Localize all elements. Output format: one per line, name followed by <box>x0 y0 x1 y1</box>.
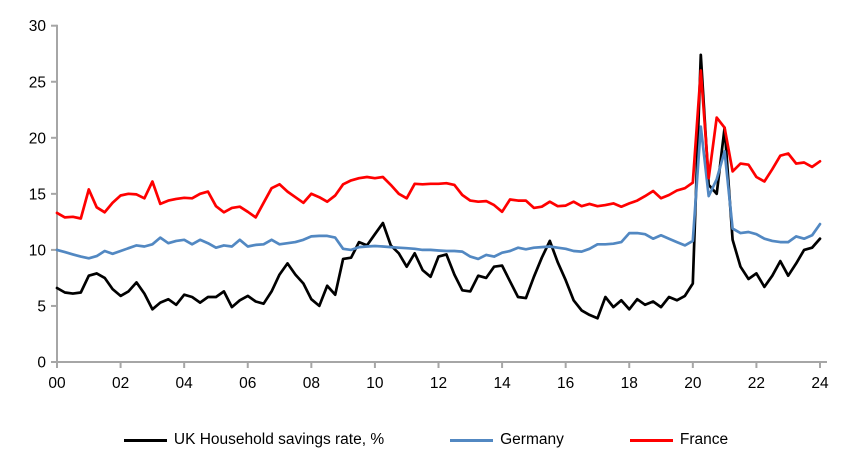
x-tick-label: 00 <box>48 375 66 392</box>
savings-rate-line-chart: 0 5 10 15 20 25 30 00 02 04 06 08 10 12 14 16 18 20 22 24 <box>29 18 829 392</box>
legend-label-france: France <box>679 431 729 448</box>
x-tick-label: 10 <box>366 375 384 392</box>
legend-label-germany: Germany <box>500 431 564 448</box>
x-tick-label: 06 <box>239 375 256 392</box>
x-tick-label: 20 <box>684 375 702 392</box>
x-tick-label: 14 <box>493 375 511 392</box>
series-line-0 <box>55 53 822 320</box>
y-tick-label: 5 <box>37 298 46 315</box>
germany-line-swatch <box>450 438 494 442</box>
y-tick-label: 0 <box>37 355 46 372</box>
x-tick-label: 16 <box>557 375 574 392</box>
series-line-2 <box>55 69 822 220</box>
france-line-swatch <box>629 438 673 442</box>
legend-label-uk: UK Household savings rate, % <box>173 431 385 448</box>
y-tick-label: 15 <box>29 186 46 203</box>
chart-legend: UK Household savings rate, % Germany Fra… <box>0 418 852 462</box>
series-line-1 <box>55 125 822 261</box>
y-tick-label: 30 <box>29 18 47 35</box>
y-tick-label: 25 <box>29 74 46 91</box>
x-tick-label: 12 <box>430 375 447 392</box>
y-tick-label: 20 <box>29 130 47 147</box>
x-tick-label: 08 <box>303 375 320 392</box>
uk-line-swatch <box>123 438 167 442</box>
x-tick-label: 02 <box>112 375 129 392</box>
x-tick-label: 22 <box>748 375 765 392</box>
legend-item-germany: Germany <box>450 431 564 449</box>
x-tick-label: 24 <box>811 375 829 392</box>
x-tick-label: 18 <box>621 375 638 392</box>
x-tick-label: 04 <box>176 375 194 392</box>
y-tick-label: 10 <box>29 242 47 259</box>
legend-item-uk: UK Household savings rate, % <box>123 431 385 449</box>
legend-item-france: France <box>629 431 729 449</box>
